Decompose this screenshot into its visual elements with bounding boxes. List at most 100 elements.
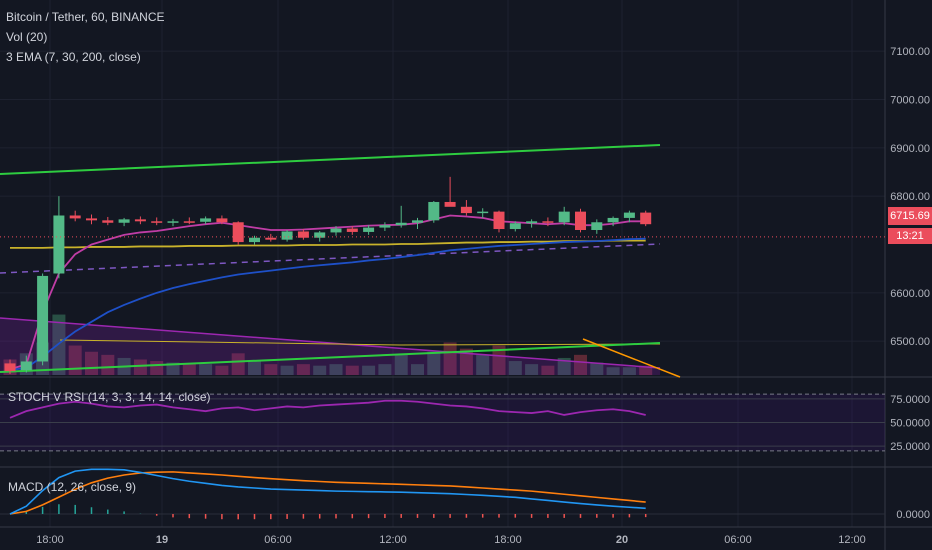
volume-bar	[362, 365, 376, 375]
candle-body	[363, 227, 375, 232]
candle-body	[281, 231, 293, 240]
volume-bar	[329, 364, 343, 375]
volume-bar	[443, 342, 457, 375]
price-axis-label: 6900.00	[890, 143, 930, 155]
macd-signal-line	[9, 471, 646, 515]
candle-body	[493, 211, 505, 230]
time-axis-label: 19	[156, 534, 168, 546]
candle-body	[460, 206, 472, 214]
candle-body	[591, 222, 603, 230]
candle-body	[86, 218, 97, 221]
candle-body	[69, 215, 81, 219]
candle-body	[134, 219, 146, 222]
ema-7-line	[9, 214, 646, 371]
volume-bar	[606, 367, 620, 375]
candle-body	[314, 232, 326, 238]
candle-body	[395, 222, 407, 226]
candle-body	[477, 211, 489, 214]
time-axis-label: 06:00	[724, 534, 752, 546]
volume-bar	[574, 354, 587, 375]
volume-ma-line	[0, 317, 661, 369]
candle-body	[412, 220, 423, 223]
price-axis-label: 6800.00	[890, 191, 930, 203]
volume-bar	[590, 362, 604, 375]
time-axis-label: 18:00	[36, 534, 64, 546]
volume-bar	[622, 367, 636, 375]
dashed-trend-line	[0, 243, 661, 274]
volume-bar	[411, 364, 424, 375]
candle-body	[607, 217, 619, 223]
volume-bar	[639, 365, 653, 375]
candle-body	[526, 221, 538, 224]
stoch-axis-label: 75.0000	[890, 394, 930, 406]
ema-legend: 3 EMA (7, 30, 200, close)	[6, 50, 141, 64]
price-axis-label: 7000.00	[890, 95, 930, 107]
volume-bar	[166, 362, 180, 375]
candle-body	[542, 221, 554, 223]
volume-bar	[101, 354, 115, 375]
ema-30-line	[9, 237, 646, 372]
stoch-rsi-line	[9, 399, 646, 419]
volume-bar	[52, 314, 66, 375]
volume-bar	[525, 364, 539, 375]
ema-200-line	[10, 239, 646, 249]
time-axis-label: 20	[616, 534, 628, 546]
volume-bar	[557, 357, 571, 375]
volume-bar	[459, 348, 473, 375]
volume-bar	[508, 361, 522, 375]
stoch-rsi-label: STOCH V RSI (14, 3, 3, 14, 14, close)	[8, 390, 211, 404]
volume-bar	[541, 365, 555, 375]
volume-bar	[394, 354, 408, 375]
candle-body	[249, 237, 260, 243]
volume-bar	[231, 353, 245, 375]
candle-body	[167, 221, 179, 223]
volume-bar	[215, 365, 229, 375]
volume-bar	[476, 354, 490, 375]
stoch-axis-label: 50.0000	[890, 418, 930, 430]
candle-body	[509, 223, 521, 230]
candle-body	[297, 231, 309, 238]
volume-bar	[296, 364, 310, 375]
price-axis-label: 6500.00	[890, 336, 930, 348]
candle-body	[330, 228, 342, 233]
volume-ma-area	[0, 318, 660, 375]
time-axis-label: 06:00	[264, 534, 292, 546]
lower-trend-line	[0, 342, 661, 373]
candle-body	[558, 211, 570, 223]
volume-bar	[133, 359, 147, 375]
last-price-tag: 6715.69	[888, 207, 932, 225]
macd-axis-label: 0.0000	[896, 509, 930, 521]
candle-body	[623, 212, 635, 218]
candle-body	[102, 220, 114, 223]
time-axis-label: 12:00	[379, 534, 407, 546]
candle-body	[265, 237, 277, 240]
volume-avg-line	[59, 339, 661, 346]
price-axis-label: 7100.00	[890, 46, 930, 58]
chart-title: Bitcoin / Tether, 60, BINANCE	[6, 10, 165, 24]
volume-bar	[378, 364, 392, 375]
candle-body	[37, 275, 49, 362]
candle-body	[428, 201, 440, 221]
candle-body	[232, 222, 244, 243]
candle-body	[216, 218, 228, 223]
orange-trend-line	[582, 338, 681, 378]
candle-body	[4, 363, 16, 372]
countdown-tag: 13:21	[888, 228, 932, 244]
time-axis-label: 18:00	[494, 534, 522, 546]
volume-bar	[199, 364, 213, 375]
volume-legend: Vol (20)	[6, 30, 48, 44]
volume-bar	[313, 365, 327, 375]
candle-body	[346, 228, 358, 232]
time-axis-label: 12:00	[838, 534, 866, 546]
candle-body	[200, 218, 212, 222]
volume-bar	[248, 361, 261, 375]
price-axis-label: 6600.00	[890, 288, 930, 300]
macd-line	[9, 468, 646, 515]
macd-label: MACD (12, 26, close, 9)	[8, 480, 137, 494]
candle-body	[444, 201, 456, 207]
volume-bar	[427, 351, 441, 375]
candle-body	[118, 219, 130, 223]
volume-bar	[264, 364, 278, 375]
candle-body	[183, 221, 195, 223]
